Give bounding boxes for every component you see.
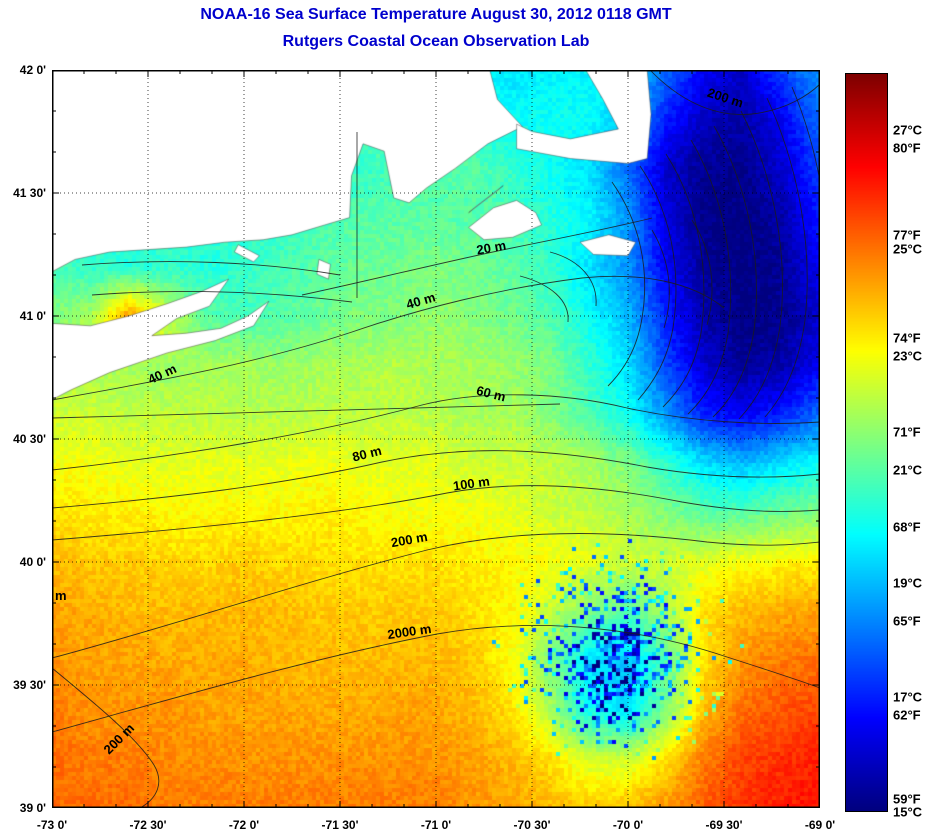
colorbar-label: 21°C: [893, 462, 922, 477]
figure-title: NOAA-16 Sea Surface Temperature August 3…: [52, 6, 820, 24]
contour-label: 2000 m: [386, 621, 432, 642]
bathymetry-contour: [638, 166, 676, 400]
x-tick-label: -71 0': [421, 818, 451, 832]
map-overlay-svg: 20 m 40 m 40 m 60 m 80 m 100 m 200 m 200 m 200 m…: [52, 70, 820, 808]
y-tick-label: 41 30': [0, 186, 46, 200]
colorbar-label: 77°F: [893, 228, 921, 243]
y-tick-label: 41 0': [0, 309, 46, 323]
contour-label: 200 m: [706, 85, 746, 111]
contour-label: 20 m: [475, 238, 507, 258]
bathymetry-contour: [52, 486, 820, 540]
contour-label: m: [55, 588, 67, 603]
y-tick-label: 42 0': [0, 63, 46, 77]
colorbar-label: 80°F: [893, 141, 921, 156]
colorbar-label: 23°C: [893, 349, 922, 364]
sst-figure-page: NOAA-16 Sea Surface Temperature August 3…: [0, 0, 936, 840]
y-tick-label: 40 30': [0, 432, 46, 446]
colorbar-label: 68°F: [893, 519, 921, 534]
y-tick-label: 39 0': [0, 801, 46, 815]
colorbar-label: 25°C: [893, 242, 922, 257]
x-tick-label: -72 0': [229, 818, 259, 832]
x-tick-label: -71 30': [322, 818, 359, 832]
bathymetry-contour: [688, 140, 731, 414]
bathymetry-contour: [608, 182, 645, 386]
x-tick-label: -69 0': [805, 818, 835, 832]
bathymetry-contour: [82, 262, 340, 275]
y-tick-label: 40 0': [0, 555, 46, 569]
contour-label: 200 m: [390, 529, 429, 550]
colorbar-label: 65°F: [893, 614, 921, 629]
colorbar-label: 15°C: [893, 805, 922, 820]
colorbar-label: 71°F: [893, 424, 921, 439]
figure-subtitle: Rutgers Coastal Ocean Observation Lab: [52, 33, 820, 51]
colorbar-label: 62°F: [893, 708, 921, 723]
contour-label: 100 m: [452, 474, 491, 494]
bathymetry-contour: [765, 98, 807, 417]
contour-label: 80 m: [351, 443, 383, 465]
x-tick-label: -70 30': [514, 818, 551, 832]
colorbar: [845, 73, 888, 812]
contour-label: 200 m: [100, 720, 137, 757]
map-plot: 20 m 40 m 40 m 60 m 80 m 100 m 200 m 200 m 200 m…: [52, 70, 820, 808]
x-tick-label: -69 30': [706, 818, 743, 832]
bathymetry-contour: [792, 87, 820, 313]
bathymetry-contour: [713, 126, 756, 417]
bathymetry-contour: [52, 404, 560, 418]
colorbar-label: 19°C: [893, 576, 922, 591]
contour-label: 60 m: [475, 383, 507, 405]
contour-label: 40 m: [404, 289, 437, 312]
contour-label: 40 m: [145, 361, 178, 387]
colorbar-label: 27°C: [893, 122, 922, 137]
x-tick-label: -73 0': [37, 818, 67, 832]
bathymetry-contour: [52, 534, 820, 658]
bathymetry-contour: [692, 220, 712, 325]
x-tick-label: -70 0': [613, 818, 643, 832]
colorbar-label: 74°F: [893, 330, 921, 345]
colorbar-label: 17°C: [893, 689, 922, 704]
bathymetry-contour: [739, 111, 782, 419]
y-tick-label: 39 30': [0, 678, 46, 692]
bathymetry-contour: [520, 276, 568, 322]
bathymetry-contour: [52, 451, 820, 508]
bathymetry-contour: [52, 668, 159, 808]
x-tick-label: -72 30': [130, 818, 167, 832]
